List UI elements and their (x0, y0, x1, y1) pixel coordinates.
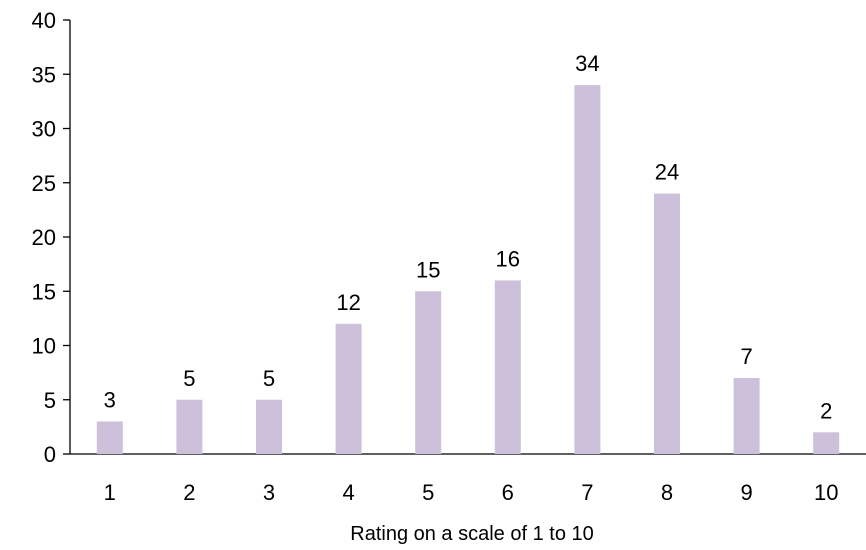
y-tick-label: 0 (44, 442, 56, 467)
y-tick-label: 25 (32, 171, 56, 196)
y-tick-label: 35 (32, 62, 56, 87)
bar (494, 280, 521, 454)
bar (654, 193, 680, 454)
y-tick-label: 10 (32, 334, 56, 359)
bar (813, 432, 840, 454)
bars (96, 85, 840, 454)
y-tick-label: 20 (32, 225, 56, 250)
bar (96, 421, 123, 454)
data-label: 3 (104, 387, 116, 412)
y-tick-label: 15 (32, 279, 56, 304)
x-tick-label: 3 (263, 480, 275, 505)
data-label: 7 (740, 344, 752, 369)
data-label: 2 (820, 398, 832, 423)
bar (574, 85, 601, 454)
data-label: 24 (655, 160, 679, 185)
bar (256, 399, 282, 454)
bar (733, 378, 760, 454)
x-tick-label: 10 (814, 480, 838, 505)
y-tick-label: 40 (32, 8, 56, 33)
data-label: 5 (183, 366, 195, 391)
y-tick-label: 5 (44, 388, 56, 413)
data-label: 16 (496, 246, 520, 271)
bar (415, 291, 442, 454)
x-tick-label: 6 (502, 480, 514, 505)
x-tick-label: 7 (581, 480, 593, 505)
x-tick-label: 2 (183, 480, 195, 505)
data-label: 5 (263, 366, 275, 391)
x-tick-label: 5 (422, 480, 434, 505)
bar (176, 399, 203, 454)
x-axis-title: Rating on a scale of 1 to 10 (350, 523, 594, 545)
data-label: 15 (416, 257, 440, 282)
x-tick-label: 4 (342, 480, 354, 505)
bar (335, 323, 362, 454)
x-tick-label: 8 (661, 480, 673, 505)
y-tick-label: 30 (32, 117, 56, 142)
x-axis: 1 2 3 4 5 6 7 8 9 10 (70, 453, 866, 505)
x-tick-label: 1 (104, 480, 116, 505)
data-labels: 3 5 5 12 15 16 34 24 7 2 (104, 51, 833, 423)
data-label: 12 (336, 290, 360, 315)
y-axis: 0 5 10 15 20 25 30 35 40 (32, 8, 71, 467)
x-tick-label: 9 (740, 480, 752, 505)
data-label: 34 (575, 51, 599, 76)
